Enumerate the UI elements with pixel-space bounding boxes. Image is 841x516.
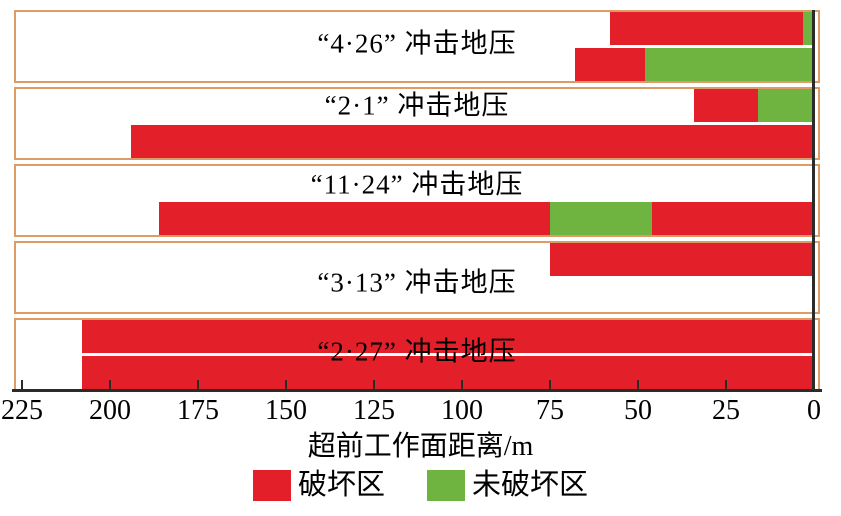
x-axis-tick bbox=[21, 380, 23, 389]
bar-segment-damaged bbox=[694, 89, 758, 122]
x-axis-tick-label: 200 bbox=[89, 395, 131, 426]
bar-segment-damaged bbox=[81, 320, 814, 353]
x-axis-tick bbox=[725, 380, 727, 389]
x-axis-tick bbox=[373, 380, 375, 389]
x-axis-tick bbox=[813, 380, 815, 389]
bar-bottom bbox=[16, 125, 818, 158]
bar-segment-damaged bbox=[81, 356, 814, 389]
bar-bottom bbox=[16, 48, 818, 81]
legend-label: 未破坏区 bbox=[472, 468, 589, 501]
legend: 破坏区 未破坏区 bbox=[0, 464, 841, 506]
x-axis-tick bbox=[285, 380, 287, 389]
x-axis-title: 超前工作面距离/m bbox=[307, 431, 534, 462]
event-label: “4·26” 冲击地压 bbox=[317, 28, 517, 59]
event-label: “2·27” 冲击地压 bbox=[317, 336, 517, 367]
legend-item-damaged: 破坏区 bbox=[252, 468, 385, 501]
x-axis-tick-label: 225 bbox=[1, 395, 43, 426]
legend-swatch-icon bbox=[252, 469, 291, 501]
bar-segment-damaged bbox=[609, 12, 804, 45]
plot-area: “4·26” 冲击地压 “2·1” 冲击地压 “11·24” 冲击地压 “3·13” … bbox=[12, 10, 822, 392]
event-panel-1: “4·26” 冲击地压 bbox=[14, 10, 820, 83]
bar-segment-undamaged bbox=[645, 48, 814, 81]
event-label: “2·1” 冲击地压 bbox=[324, 90, 510, 121]
x-axis-tick bbox=[637, 380, 639, 389]
x-axis-tick bbox=[549, 380, 551, 389]
bar-bottom bbox=[16, 356, 818, 389]
bar-top bbox=[16, 12, 818, 45]
bar-segment-undamaged bbox=[550, 202, 653, 235]
bar-segment-damaged bbox=[550, 243, 814, 276]
bar-top bbox=[16, 89, 818, 122]
bar-segment-damaged bbox=[159, 202, 550, 235]
bar-segment-damaged bbox=[574, 48, 646, 81]
x-axis-tick-label: 125 bbox=[353, 395, 395, 426]
event-label: “11·24” 冲击地压 bbox=[310, 169, 524, 200]
x-axis-tick bbox=[109, 380, 111, 389]
x-axis-tick-label: 100 bbox=[441, 395, 483, 426]
y-axis-zero-line bbox=[812, 10, 815, 391]
x-axis-tick-label: 175 bbox=[177, 395, 219, 426]
bar-segment-damaged bbox=[131, 125, 814, 158]
x-axis-tick-label: 50 bbox=[624, 395, 652, 426]
x-axis-tick-label: 25 bbox=[712, 395, 740, 426]
event-label: “3·13” 冲击地压 bbox=[317, 267, 517, 298]
event-panel-2: “2·1” 冲击地压 bbox=[14, 87, 820, 160]
bar-segment-damaged bbox=[652, 202, 814, 235]
x-axis-tick bbox=[197, 380, 199, 389]
x-axis-tick bbox=[461, 380, 463, 389]
x-axis-line bbox=[12, 389, 822, 392]
bar-top bbox=[16, 320, 818, 353]
x-axis-tick-label: 150 bbox=[265, 395, 307, 426]
event-panel-3: “11·24” 冲击地压 bbox=[14, 164, 820, 237]
bar-top bbox=[16, 243, 818, 276]
x-axis-tick-label: 75 bbox=[536, 395, 564, 426]
event-panel-4: “3·13” 冲击地压 bbox=[14, 241, 820, 314]
legend-label: 破坏区 bbox=[297, 468, 385, 501]
event-panel-5: “2·27” 冲击地压 bbox=[14, 318, 820, 391]
bar-bottom bbox=[16, 202, 818, 235]
bar-segment-undamaged bbox=[757, 89, 814, 122]
bar-segment-undamaged bbox=[803, 12, 814, 45]
legend-item-undamaged: 未破坏区 bbox=[427, 468, 589, 501]
x-axis-tick-label: 0 bbox=[807, 395, 821, 426]
legend-swatch-icon bbox=[427, 469, 465, 501]
